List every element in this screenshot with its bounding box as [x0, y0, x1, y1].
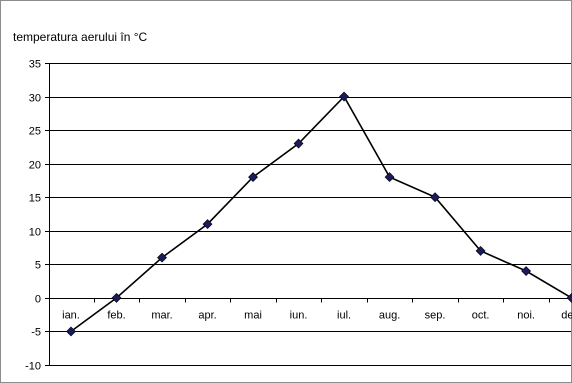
- y-tick-label: 20: [29, 160, 41, 172]
- series-line: [71, 97, 572, 332]
- x-tick-label: mar.: [151, 310, 172, 322]
- data-point-aug: [385, 173, 394, 182]
- y-tick-labels: 35 30 25 20 15 10 5 0 -5 -10: [25, 59, 41, 373]
- y-tick-label: -10: [25, 361, 41, 373]
- x-tick-label: dec.: [561, 310, 572, 322]
- y-tick-label: 10: [29, 227, 41, 239]
- x-tick-label: noi.: [517, 310, 535, 322]
- x-tick-label: aug.: [379, 310, 400, 322]
- x-tick-label: oct.: [472, 310, 490, 322]
- y-tick-label: 5: [35, 260, 41, 272]
- x-tick-label: iun.: [290, 310, 308, 322]
- x-tick-label: iul.: [337, 310, 351, 322]
- x-tick-label: sep.: [425, 310, 446, 322]
- x-tick-label: mai: [244, 310, 262, 322]
- y-tick-label: 30: [29, 93, 41, 105]
- x-tick-label: apr.: [198, 310, 216, 322]
- data-markers: [67, 92, 572, 336]
- series-lines: [71, 97, 572, 332]
- y-tick-label: 25: [29, 126, 41, 138]
- y-tick-label: 35: [29, 59, 41, 71]
- y-tick-label: 15: [29, 193, 41, 205]
- x-tick-labels: ian. feb. mar. apr. mai iun. iul. aug. sep. oct. n…: [62, 310, 572, 322]
- y-tick-label: -5: [31, 327, 41, 339]
- y-tick-label: 0: [35, 294, 41, 306]
- data-point-dec: [567, 293, 572, 302]
- x-tick-label: ian.: [62, 310, 80, 322]
- data-point-noi: [522, 267, 531, 276]
- x-tick-label: feb.: [107, 310, 125, 322]
